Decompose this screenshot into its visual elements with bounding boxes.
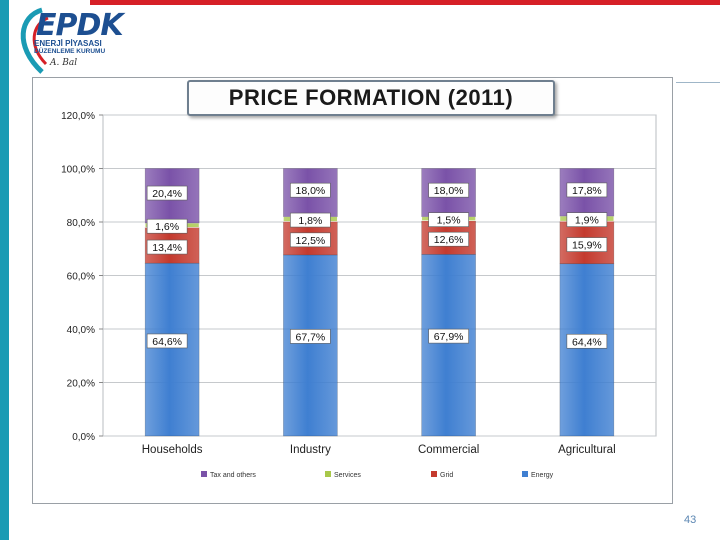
logo-line-1: ENERJİ PİYASASI <box>34 39 102 48</box>
bar-energy <box>283 254 338 437</box>
data-label-services: 1,5% <box>437 215 461 227</box>
x-category-label: Agricultural <box>558 444 616 456</box>
data-label-box <box>146 239 188 255</box>
price-formation-chart: 0,0% 20,0% 40,0% 60,0% 80,0% 100,0% 120,0% 64,6… <box>61 111 657 479</box>
data-label-services: 1,6% <box>155 221 179 233</box>
data-label-box <box>428 231 469 247</box>
x-category-label: Households <box>142 444 203 456</box>
data-label-tax-and-others: 18,0% <box>295 185 325 197</box>
data-label-services: 1,9% <box>575 215 599 227</box>
logo-arc-icon <box>20 7 49 74</box>
logo-signature: A. Bal <box>50 58 78 68</box>
data-label-box <box>146 185 188 201</box>
data-label-box <box>290 182 331 198</box>
data-label-services: 1,8% <box>298 215 322 227</box>
legend-swatch <box>325 471 331 477</box>
legend-label: Tax and others <box>210 472 256 479</box>
legend-swatch <box>201 471 207 477</box>
legend-label: Grid <box>440 472 453 479</box>
data-label-box <box>146 333 188 349</box>
data-label-box <box>566 212 608 227</box>
data-label-grid: 12,6% <box>434 234 464 246</box>
y-tick-label: 40,0% <box>67 325 95 336</box>
logo-line-2: DÜZENLEME KURUMU <box>34 48 106 55</box>
data-label-box <box>146 218 188 234</box>
data-label-box <box>290 329 331 344</box>
y-tick-label: 80,0% <box>67 218 95 229</box>
data-label-tax-and-others: 18,0% <box>434 185 464 197</box>
data-label-energy: 64,4% <box>572 336 602 348</box>
data-label-box <box>290 232 331 248</box>
x-category-label: Industry <box>290 444 331 456</box>
x-category-label: Commercial <box>418 444 479 456</box>
y-tick-label: 100,0% <box>61 165 95 176</box>
data-label-box <box>428 212 469 227</box>
bar-energy <box>559 263 615 437</box>
y-tick-label: 20,0% <box>67 379 95 390</box>
page-number: 43 <box>684 514 697 526</box>
data-label-grid: 13,4% <box>152 242 182 254</box>
data-label-box <box>428 328 469 344</box>
legend-label: Energy <box>531 472 554 479</box>
data-label-grid: 15,9% <box>572 240 602 252</box>
left-accent-bar <box>0 0 9 540</box>
data-label-grid: 12,5% <box>295 235 325 247</box>
data-label-box <box>290 212 331 228</box>
legend-swatch <box>522 471 528 477</box>
bar-energy <box>421 254 476 437</box>
data-label-tax-and-others: 20,4% <box>152 188 182 200</box>
legend-swatch <box>431 471 437 477</box>
epdk-logo: EPDK ENERJİ PİYASASI DÜZENLEME KURUMU A.… <box>12 6 137 76</box>
y-tick-label: 60,0% <box>67 272 95 283</box>
data-label-energy: 64,6% <box>152 336 182 348</box>
data-label-box <box>428 182 469 198</box>
legend-label: Services <box>334 472 361 479</box>
data-label-tax-and-others: 17,8% <box>572 185 602 197</box>
y-tick-label: 120,0% <box>61 111 95 122</box>
chart-title: PRICE FORMATION (2011) <box>187 80 555 116</box>
y-tick-label: 0,0% <box>72 432 95 443</box>
data-label-box <box>566 333 608 349</box>
top-accent-line <box>90 0 720 5</box>
data-label-box <box>566 182 608 198</box>
chart-frame: 0,0% 20,0% 40,0% 60,0% 80,0% 100,0% 120,0% 64,6… <box>32 77 673 504</box>
data-label-box <box>566 237 608 252</box>
header-rule <box>676 82 720 83</box>
bar-energy <box>144 262 200 437</box>
logo-word: EPDK <box>36 8 124 43</box>
data-label-energy: 67,9% <box>434 331 464 343</box>
data-label-energy: 67,7% <box>295 331 325 343</box>
